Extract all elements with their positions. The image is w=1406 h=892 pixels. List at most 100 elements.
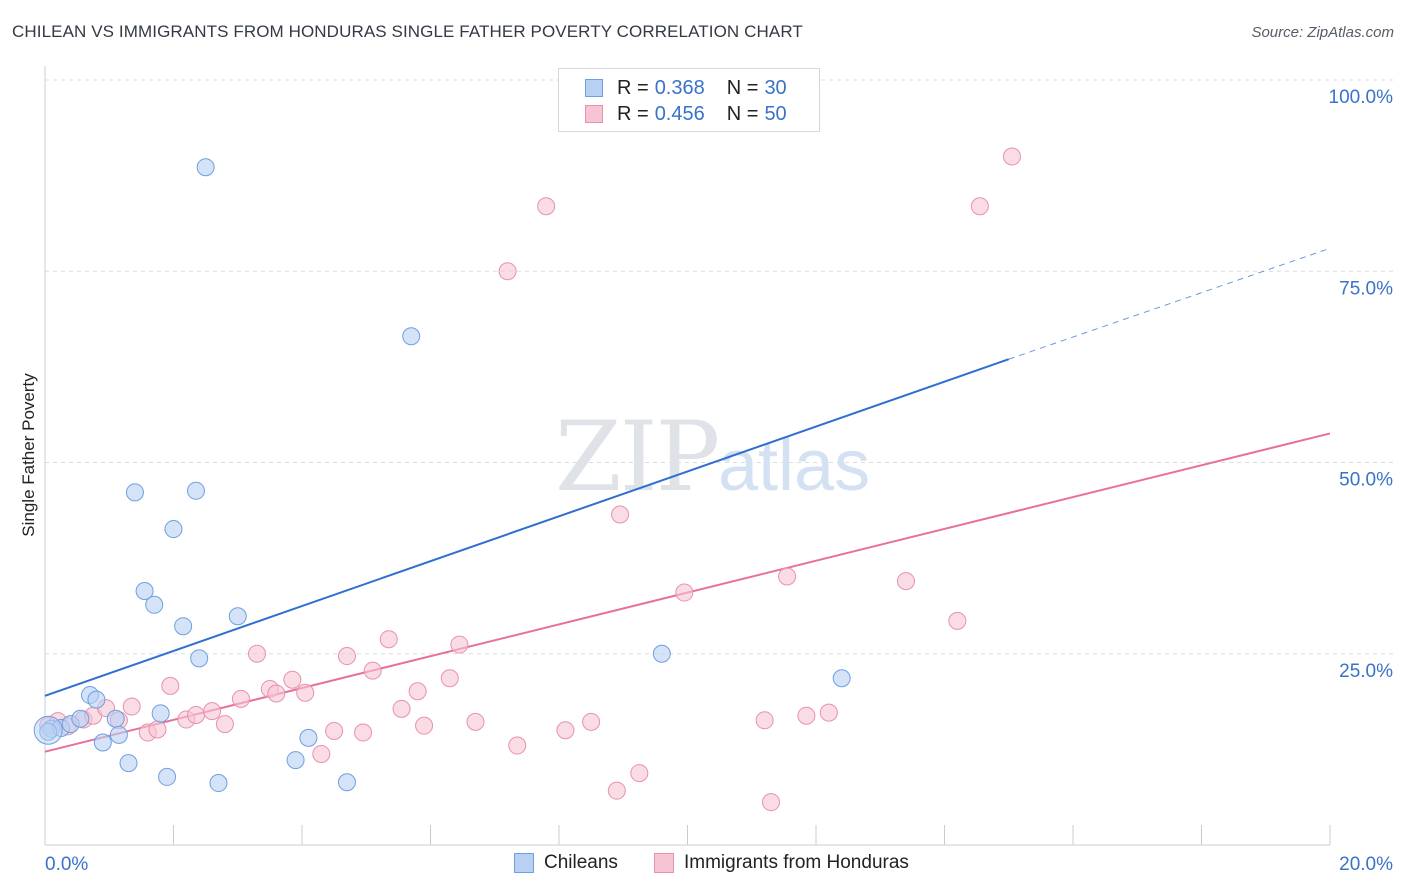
point-honduras — [607, 781, 626, 800]
n-label: N = — [726, 102, 759, 125]
point-honduras — [970, 197, 989, 216]
point-honduras — [498, 262, 517, 281]
point-honduras — [896, 572, 915, 591]
x-tick-label: 0.0% — [45, 854, 88, 875]
point-chileans — [125, 483, 144, 502]
point-honduras — [161, 676, 180, 695]
y-tick-label: 25.0% — [1339, 661, 1393, 682]
point-honduras — [537, 197, 556, 216]
point-honduras — [148, 720, 167, 739]
point-honduras — [466, 712, 485, 731]
r-label: R = — [617, 102, 649, 125]
point-chileans — [135, 582, 154, 601]
point-chileans — [832, 669, 851, 688]
point-honduras — [778, 567, 797, 586]
trend-line-chileans — [44, 358, 1010, 697]
point-honduras — [248, 644, 267, 663]
r-label: R = — [617, 76, 649, 99]
point-chileans — [196, 158, 215, 177]
point-chileans — [164, 520, 183, 539]
point-honduras — [283, 670, 302, 689]
source-label: Source: ZipAtlas.com — [1251, 24, 1394, 41]
point-honduras — [325, 722, 344, 741]
watermark-zip: ZIP — [555, 401, 718, 513]
r-value: 0.368 — [654, 76, 705, 99]
x-tick-label: 20.0% — [1339, 854, 1393, 875]
chileans-legend-swatch — [514, 853, 534, 873]
point-chileans — [109, 725, 128, 744]
legend-label-honduras: Immigrants from Honduras — [684, 852, 909, 873]
point-honduras — [797, 706, 816, 725]
stats-legend-row-honduras: R = 0.456 N = 50 — [585, 102, 787, 126]
point-honduras — [582, 712, 601, 731]
point-chileans-cluster — [33, 715, 63, 745]
point-honduras — [379, 630, 398, 649]
stats-legend: R = 0.368 N = 30 R = 0.456 N = 50 — [558, 68, 820, 132]
point-chileans — [186, 481, 205, 500]
point-honduras — [556, 721, 575, 740]
point-chileans — [402, 327, 421, 346]
n-label: N = — [726, 76, 759, 99]
chart-title: CHILEAN VS IMMIGRANTS FROM HONDURAS SING… — [12, 22, 803, 41]
y-tick-label: 100.0% — [1329, 87, 1394, 108]
point-honduras — [231, 689, 250, 708]
point-honduras — [819, 703, 838, 722]
point-chileans — [145, 595, 164, 614]
point-honduras — [440, 669, 459, 688]
point-chileans — [158, 767, 177, 786]
point-honduras — [267, 684, 286, 703]
watermark-atlas: atlas — [718, 426, 870, 506]
point-honduras — [762, 793, 781, 812]
point-honduras — [215, 715, 234, 734]
chileans-swatch — [585, 79, 603, 97]
legend-label-chileans: Chileans — [544, 852, 618, 873]
trend-line-chileans-extension — [1008, 247, 1331, 360]
point-honduras — [675, 583, 694, 602]
point-chileans — [190, 649, 209, 668]
legend-item-chileans[interactable]: Chileans — [514, 852, 618, 874]
point-honduras — [611, 505, 630, 524]
point-chileans — [299, 728, 318, 747]
point-honduras — [508, 736, 527, 755]
point-honduras — [203, 702, 222, 721]
point-honduras — [408, 682, 427, 701]
point-honduras — [354, 723, 373, 742]
point-honduras — [296, 683, 315, 702]
series-legend: Chileans Immigrants from Honduras — [0, 852, 1406, 878]
point-honduras — [122, 697, 141, 716]
point-chileans — [93, 733, 112, 752]
point-chileans — [337, 773, 356, 792]
point-honduras — [186, 705, 205, 724]
point-honduras — [450, 635, 469, 654]
point-chileans — [209, 774, 228, 793]
r-value: 0.456 — [654, 102, 705, 125]
n-value: 30 — [764, 76, 787, 99]
stats-legend-row-chileans: R = 0.368 N = 30 — [585, 76, 787, 100]
point-chileans — [228, 607, 247, 626]
honduras-swatch — [585, 105, 603, 123]
point-honduras — [1002, 147, 1021, 166]
point-honduras — [337, 647, 356, 666]
point-honduras — [392, 699, 411, 718]
point-chileans — [119, 754, 138, 773]
point-chileans — [151, 704, 170, 723]
point-chileans — [174, 617, 193, 636]
point-honduras — [312, 744, 331, 763]
point-honduras — [630, 764, 649, 783]
y-axis-label: Single Father Poverty — [19, 373, 38, 537]
point-chileans — [652, 644, 671, 663]
point-honduras — [363, 661, 382, 680]
point-chileans — [87, 690, 106, 709]
y-tick-label: 75.0% — [1339, 278, 1393, 299]
legend-item-honduras[interactable]: Immigrants from Honduras — [654, 852, 909, 874]
y-tick-label: 50.0% — [1339, 470, 1393, 491]
point-honduras — [415, 716, 434, 735]
point-chileans — [286, 751, 305, 770]
point-chileans — [106, 709, 125, 728]
point-honduras — [948, 611, 967, 630]
honduras-legend-swatch — [654, 853, 674, 873]
point-honduras — [755, 711, 774, 730]
point-chileans — [71, 709, 90, 728]
n-value: 50 — [764, 102, 787, 125]
